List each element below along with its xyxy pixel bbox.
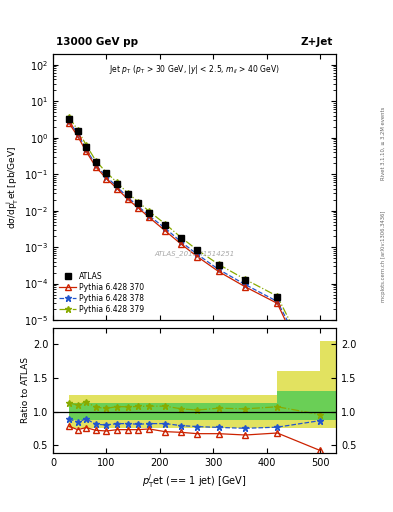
Text: mcplots.cern.ch [arXiv:1306.3436]: mcplots.cern.ch [arXiv:1306.3436] (381, 210, 386, 302)
Legend: ATLAS, Pythia 6.428 370, Pythia 6.428 378, Pythia 6.428 379: ATLAS, Pythia 6.428 370, Pythia 6.428 37… (57, 270, 147, 316)
Text: Jet $p_\mathrm{T}$ ($p_\mathrm{T}$ > 30 GeV, $|y|$ < 2.5, $m_{ll}$ > 40 GeV): Jet $p_\mathrm{T}$ ($p_\mathrm{T}$ > 30 … (109, 63, 280, 76)
Y-axis label: $\mathrm{d\sigma/dp_T^j}$et [pb/GeV]: $\mathrm{d\sigma/dp_T^j}$et [pb/GeV] (5, 145, 21, 228)
Text: 13000 GeV pp: 13000 GeV pp (56, 37, 138, 47)
Text: Rivet 3.1.10, ≥ 3.2M events: Rivet 3.1.10, ≥ 3.2M events (381, 106, 386, 180)
Text: ATLAS_2017_I1514251: ATLAS_2017_I1514251 (154, 250, 235, 257)
Text: Z+Jet: Z+Jet (301, 37, 333, 47)
Y-axis label: Ratio to ATLAS: Ratio to ATLAS (21, 357, 30, 423)
X-axis label: $p_\mathrm{T}^j$et (== 1 jet) [GeV]: $p_\mathrm{T}^j$et (== 1 jet) [GeV] (142, 472, 247, 490)
